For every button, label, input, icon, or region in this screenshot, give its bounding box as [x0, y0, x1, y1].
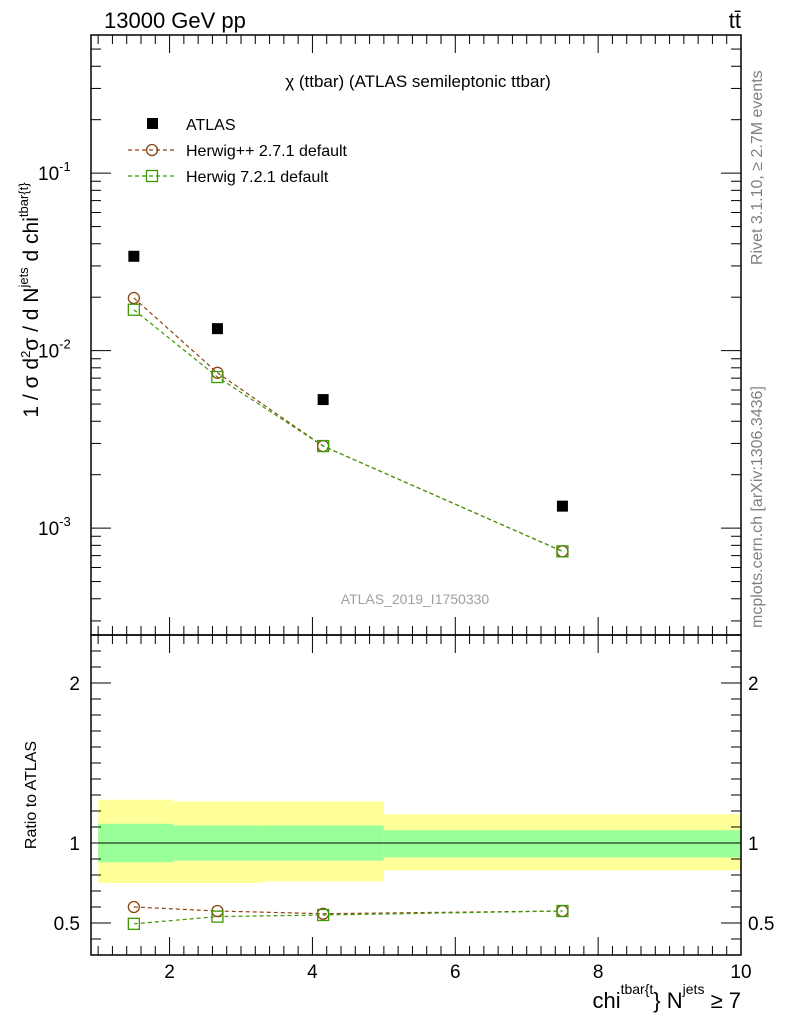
ratio-point [211, 910, 224, 923]
y-tick-label: 2 [69, 674, 80, 695]
main-y-axis-label: 1 / σ d2σ / d Njets d chitbar{t} [16, 182, 43, 418]
ratio-point [127, 917, 141, 930]
ratio-point [316, 908, 330, 922]
data-point [317, 394, 329, 406]
rivet-label: Rivet 3.1.10, ≥ 2.7M events [749, 70, 766, 265]
series-line [133, 309, 563, 552]
data-point [127, 303, 141, 316]
data-point [556, 500, 568, 512]
ratio-series-markers [127, 900, 569, 930]
data-point [556, 545, 569, 558]
ratio-series-lines [133, 906, 563, 925]
ratio-point [127, 900, 141, 914]
legend-label-herwig7: Herwig 7.2.1 default [186, 169, 329, 186]
y-tick-label: 10-2 [38, 337, 71, 363]
main-y-tick-labels: 10-3 10-2 10-1 [38, 159, 71, 540]
data-point [556, 545, 569, 558]
ratio-line [133, 906, 563, 915]
series-line [133, 297, 563, 552]
y-tick-label: 1 [69, 834, 80, 855]
ratio-point [556, 904, 569, 918]
data-point [211, 323, 223, 335]
main-y-ticks [91, 48, 741, 622]
ratio-panel: 0.5 0.5 1 1 2 2 2 4 6 8 10 Ratio to ATLAS chitbar… [23, 634, 775, 1013]
main-x-ticks [97, 35, 742, 635]
source-label: mcplots.cern.ch [arXiv:1306.3436] [749, 386, 766, 628]
legend-marker-herwigpp [145, 143, 159, 157]
ratio-x-ticks [97, 635, 742, 955]
y-tick-label: 10-3 [38, 514, 71, 540]
data-point [127, 291, 141, 305]
legend-marker-herwig7 [145, 169, 159, 183]
main-series-markers [127, 250, 569, 558]
y-tick-label: 0.5 [54, 914, 80, 935]
legend-label-atlas: ATLAS [186, 117, 236, 134]
data-point [211, 370, 224, 384]
watermark: ATLAS_2019_I1750330 [341, 591, 490, 607]
uncertainty-bands [98, 799, 741, 883]
ratio-y-axis-label: Ratio to ATLAS [23, 741, 40, 849]
x-tick-labels: 2 4 6 8 10 [164, 962, 751, 983]
y-tick-label-right: 0.5 [748, 914, 774, 935]
data-point [316, 439, 330, 453]
ratio-y-tick-labels: 0.5 0.5 1 1 2 2 [54, 674, 775, 935]
y-tick-label: 10-1 [38, 159, 71, 185]
legend-marker-atlas [147, 118, 158, 129]
process-label: tt̄ [729, 8, 741, 33]
main-series-lines [133, 297, 563, 552]
ratio-panel-frame [90, 634, 742, 956]
y-tick-label-right: 1 [748, 834, 759, 855]
x-tick-label: 6 [450, 962, 461, 983]
legend-label-herwigpp: Herwig++ 2.7.1 default [186, 143, 348, 160]
main-panel: 10-3 10-2 10-1 χ (ttbar) (ATLAS semilepton… [16, 34, 742, 636]
x-tick-label: 4 [307, 962, 318, 983]
ratio-y-ticks [91, 634, 741, 940]
main-title: χ (ttbar) (ATLAS semileptonic ttbar) [285, 72, 551, 91]
ratio-line [133, 910, 563, 925]
x-tick-label: 2 [164, 962, 175, 983]
x-axis-label: chitbar{t} Njets ≥ 7 [592, 981, 741, 1013]
y-tick-label-right: 2 [748, 674, 759, 695]
x-tick-label: 10 [730, 962, 751, 983]
energy-label: 13000 GeV pp [104, 8, 246, 33]
legend: ATLAS Herwig++ 2.7.1 default Herwig 7.2.… [128, 117, 348, 186]
x-tick-label: 8 [593, 962, 604, 983]
data-point [128, 250, 140, 262]
band-inner [383, 830, 741, 858]
